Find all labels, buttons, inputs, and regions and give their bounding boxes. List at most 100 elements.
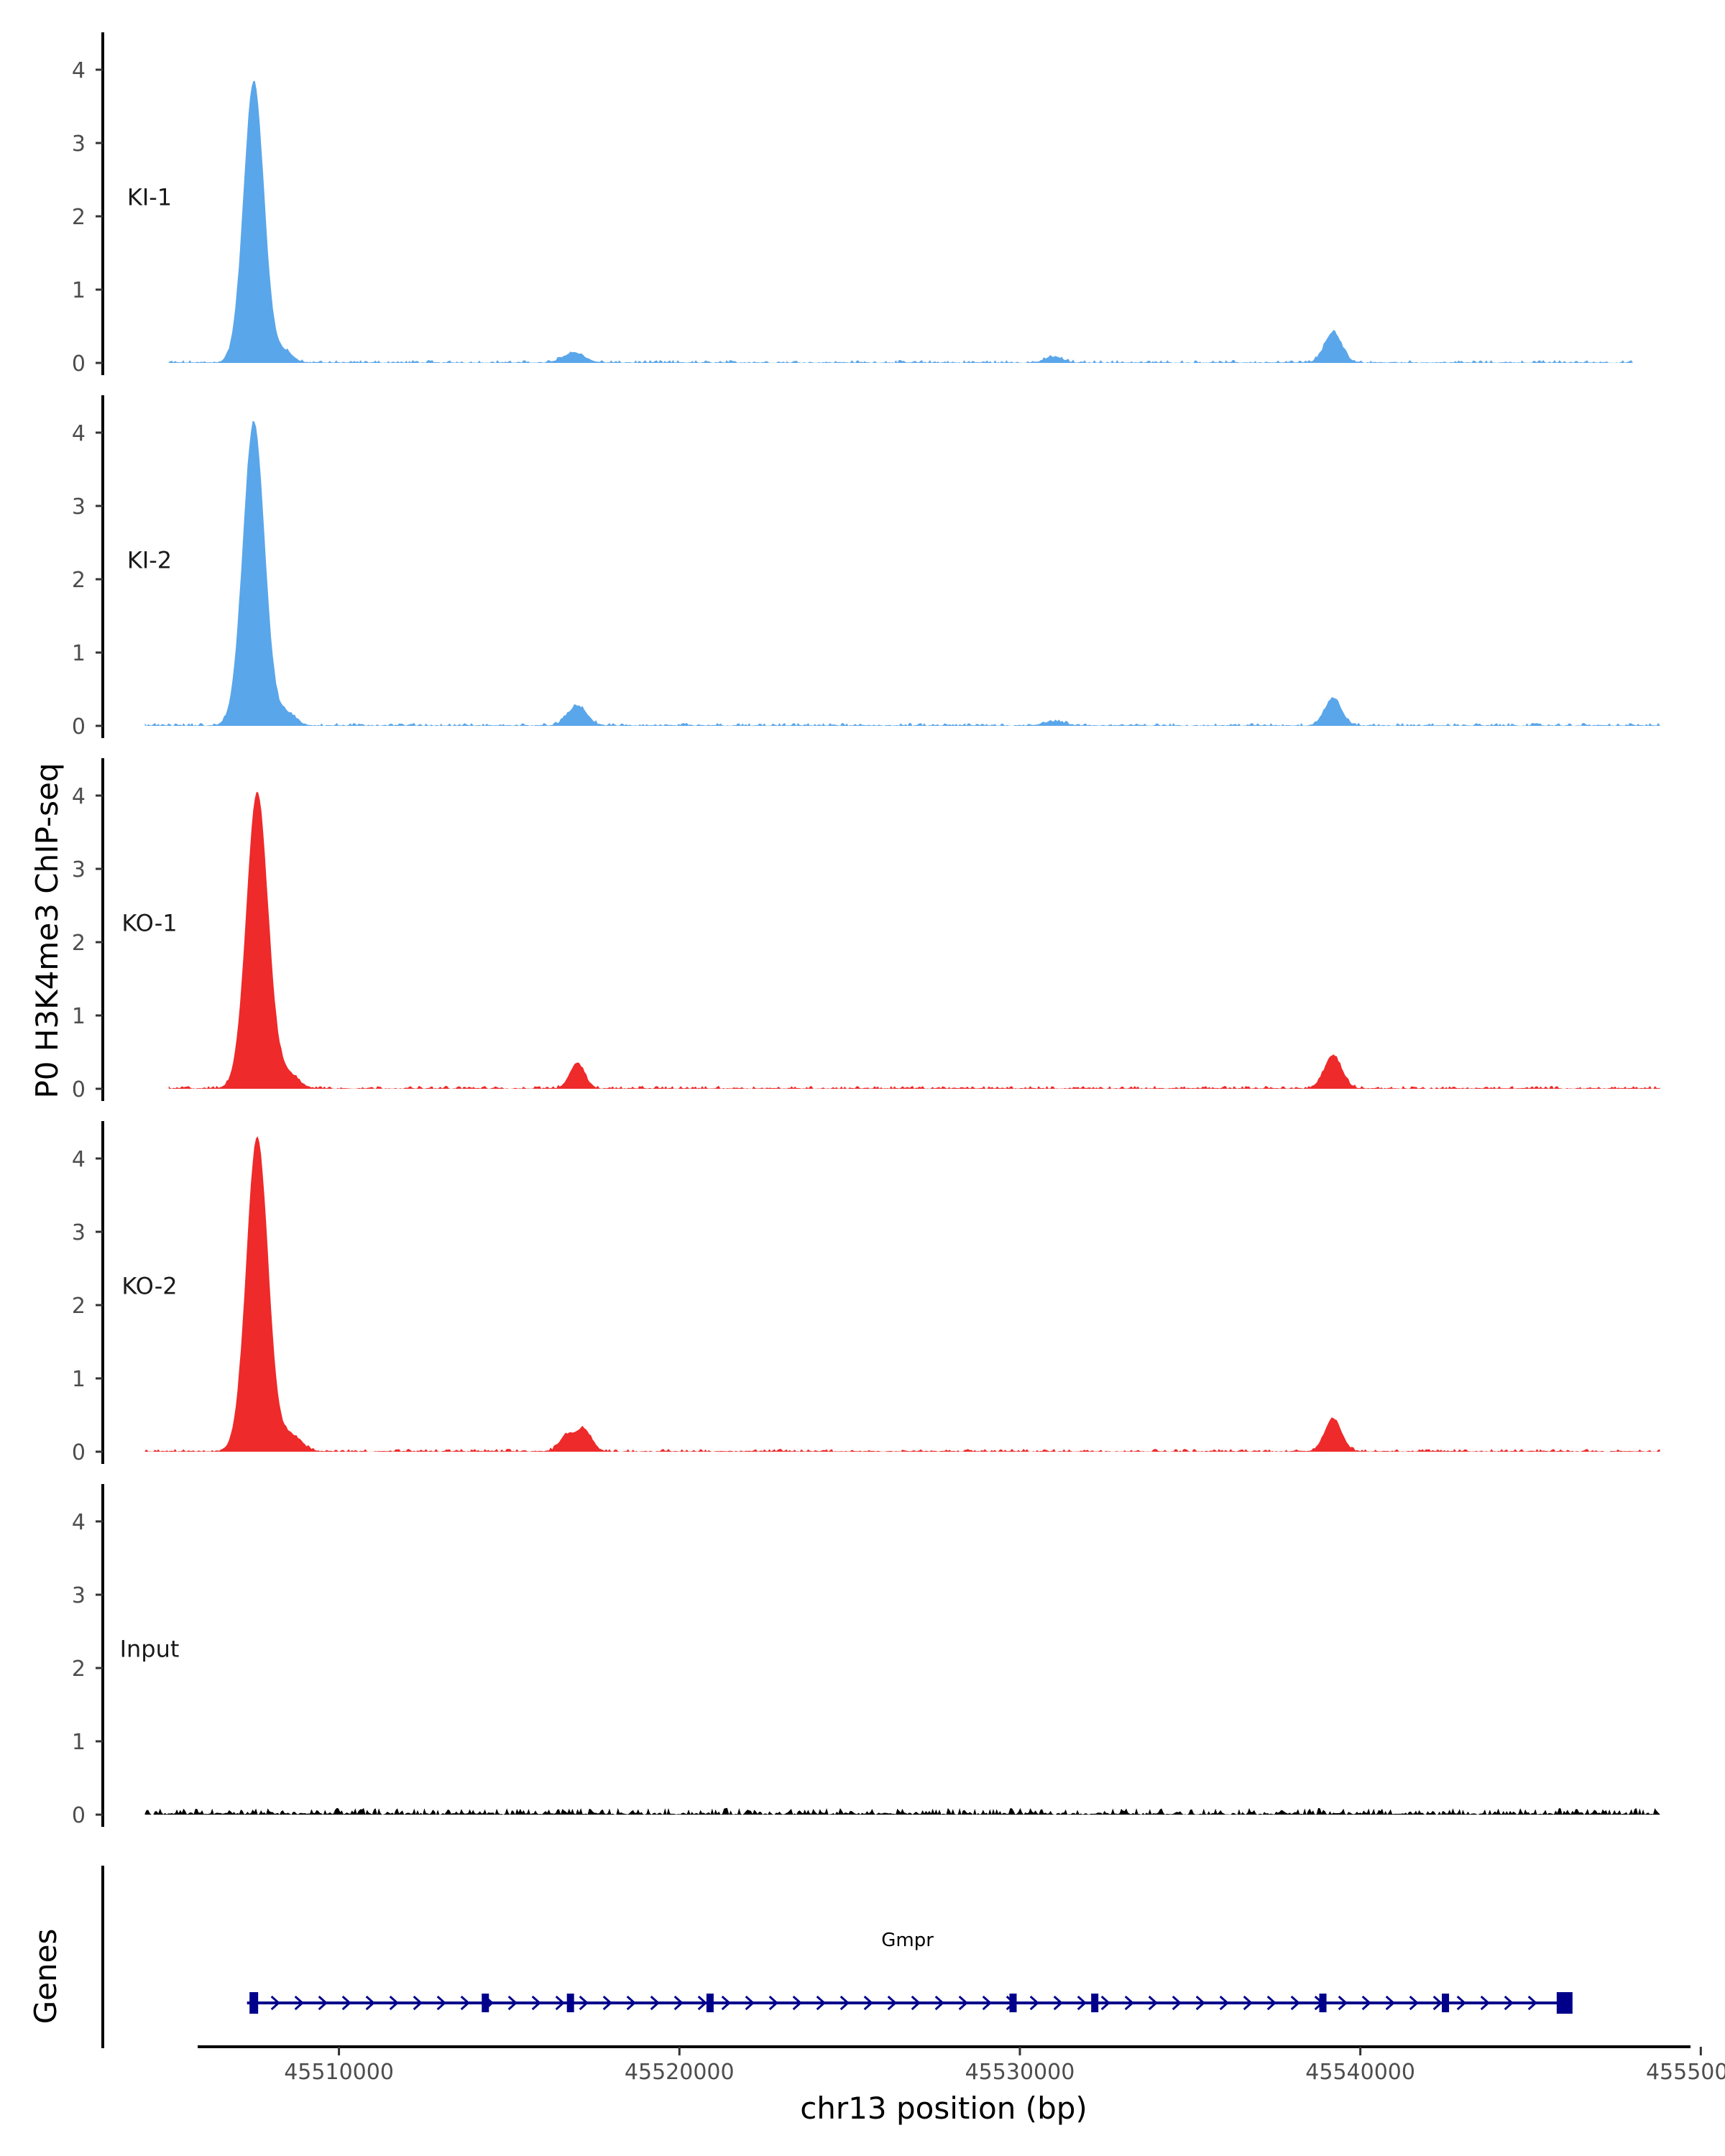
coverage-area-ko-1 (168, 791, 1660, 1089)
strand-arrow (1219, 1995, 1229, 2011)
y-tick-label: 3 (72, 857, 86, 883)
strand-arrow (721, 1995, 731, 2011)
y-tick-label: 0 (72, 714, 86, 740)
strand-arrow (1504, 1995, 1514, 2011)
y-tick-label: 0 (72, 1803, 86, 1828)
strand-arrow (341, 1995, 351, 2011)
strand-arrow (1480, 1995, 1490, 2011)
strand-arrow (1527, 1995, 1537, 2011)
strand-arrow (1195, 1995, 1205, 2011)
track-ki-2: 0 1 2 3 4 KI-2 (72, 395, 1660, 740)
strand-arrow (1172, 1995, 1182, 2011)
strand-arrow (982, 1995, 992, 2011)
y-tick-label: 3 (72, 1583, 86, 1608)
tracks-layer: 0 1 2 3 4 KI-1 0 1 2 3 4 KI-2 0 1 2 3 4 KO-1 0 1 2 3 4 KO-2 0 1 2 3… (72, 32, 1660, 1828)
y-tick-label: 4 (72, 421, 86, 446)
y-axis-title: P0 H3K4me3 ChIP-seq (29, 763, 65, 1098)
strand-arrow (270, 1995, 280, 2011)
track-input: 0 1 2 3 4 Input (72, 1484, 1660, 1828)
coverage-area-ko-2 (144, 1136, 1660, 1452)
strand-arrow (911, 1995, 921, 2011)
strand-arrow (1266, 1995, 1276, 2011)
strand-arrow (1243, 1995, 1253, 2011)
strand-arrow (413, 1995, 423, 2011)
strand-arrow (768, 1995, 778, 2011)
coverage-area-input (144, 1807, 1660, 1815)
gene-exon (706, 1994, 714, 2012)
y-tick-label: 2 (72, 205, 86, 230)
strand-arrow (792, 1995, 802, 2011)
x-axis: 45510000 45520000 45530000 45540000 45550000 (198, 2045, 1725, 2085)
track-ki-1: 0 1 2 3 4 KI-1 (72, 32, 1633, 377)
track-label: KI-1 (127, 184, 172, 211)
strand-arrow (436, 1995, 446, 2011)
strand-arrow (460, 1995, 470, 2011)
track-ko-1: 0 1 2 3 4 KO-1 (72, 758, 1660, 1102)
strand-arrow (1290, 1995, 1300, 2011)
genes-panel: Gmpr (101, 1866, 1573, 2048)
y-tick-label: 4 (72, 58, 86, 83)
strand-arrow (1100, 1995, 1110, 2011)
gene-exon (1319, 1994, 1327, 2012)
x-tick-label: 45510000 (284, 2060, 394, 2085)
gene-name-label: Gmpr (881, 1930, 934, 1951)
y-tick-label: 1 (72, 641, 86, 666)
strand-arrow (626, 1995, 636, 2011)
y-tick-label: 3 (72, 1220, 86, 1245)
track-label: KO-2 (121, 1273, 177, 1300)
strand-arrow (555, 1995, 565, 2011)
strand-arrow (531, 1995, 541, 2011)
gene-exon (249, 1992, 259, 2014)
y-tick-label: 0 (72, 1077, 86, 1102)
y-tick-label: 1 (72, 1730, 86, 1755)
y-tick-label: 2 (72, 931, 86, 956)
y-tick-label: 0 (72, 1440, 86, 1465)
strand-arrow (745, 1995, 755, 2011)
track-ko-2: 0 1 2 3 4 KO-2 (72, 1121, 1660, 1465)
y-tick-label: 1 (72, 278, 86, 303)
y-tick-label: 4 (72, 1147, 86, 1172)
strand-arrow (958, 1995, 968, 2011)
strand-arrow (1148, 1995, 1158, 2011)
strand-arrow (294, 1995, 304, 2011)
y-tick-label: 2 (72, 568, 86, 593)
strand-arrow (1077, 1995, 1087, 2011)
strand-arrow (863, 1995, 873, 2011)
gene-exon (566, 1994, 574, 2012)
strand-arrow (934, 1995, 944, 2011)
strand-arrow (318, 1995, 328, 2011)
strand-arrow (840, 1995, 850, 2011)
strand-arrow (1361, 1995, 1371, 2011)
coverage-area-ki-2 (144, 420, 1660, 726)
strand-arrow (1124, 1995, 1134, 2011)
x-tick-label: 45530000 (965, 2060, 1075, 2085)
genes-axis-title: Genes (28, 1929, 63, 2024)
track-label: KO-1 (121, 910, 177, 937)
y-tick-label: 4 (72, 1510, 86, 1535)
gene-exon (1442, 1994, 1450, 2012)
strand-arrow (816, 1995, 826, 2011)
strand-arrow (1432, 1995, 1443, 2011)
strand-arrow (1456, 1995, 1466, 2011)
gene-exon (1556, 1992, 1573, 2014)
y-tick-label: 3 (72, 494, 86, 520)
strand-arrow (1409, 1995, 1419, 2011)
track-label: Input (120, 1636, 180, 1663)
x-tick-label: 45520000 (625, 2060, 735, 2085)
y-tick-label: 2 (72, 1657, 86, 1682)
coverage-area-ki-1 (168, 80, 1633, 363)
strand-arrow (1385, 1995, 1395, 2011)
gene-exon (1009, 1994, 1017, 2012)
gene-exon (1091, 1994, 1099, 2012)
y-tick-label: 3 (72, 132, 86, 157)
strand-arrow (1029, 1995, 1039, 2011)
y-tick-label: 1 (72, 1004, 86, 1029)
y-tick-label: 1 (72, 1367, 86, 1392)
strand-arrow (1053, 1995, 1063, 2011)
x-tick-label: 45550000 (1646, 2060, 1725, 2085)
track-label: KI-2 (127, 547, 172, 574)
strand-arrow (389, 1995, 399, 2011)
strand-arrow (579, 1995, 589, 2011)
strand-arrow (365, 1995, 375, 2011)
